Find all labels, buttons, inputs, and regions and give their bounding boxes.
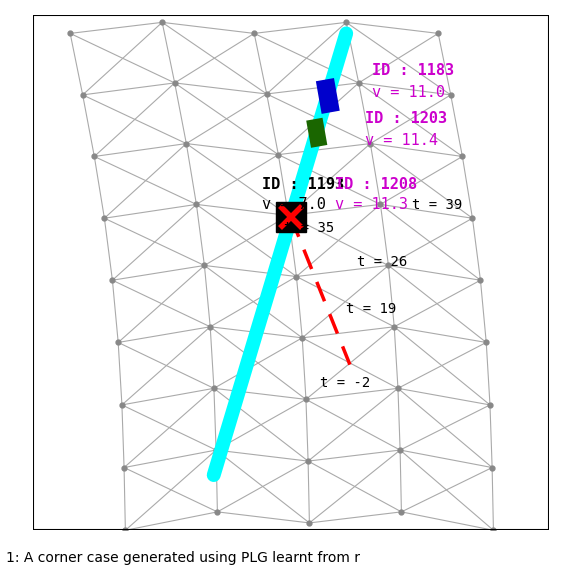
Bar: [306, 118, 327, 148]
Text: t = 19: t = 19: [346, 302, 396, 316]
Text: t = 35: t = 35: [283, 222, 334, 236]
Text: ID : 1208: ID : 1208: [335, 177, 417, 192]
Text: 1: A corner case generated using PLG learnt from r: 1: A corner case generated using PLG lea…: [6, 551, 360, 565]
Text: t = 26: t = 26: [357, 254, 407, 269]
Text: v = 11.3: v = 11.3: [335, 197, 408, 212]
Bar: [33, 15, 549, 531]
Text: ID : 1203: ID : 1203: [364, 111, 447, 126]
Text: ID : 1193: ID : 1193: [261, 177, 344, 192]
Text: v = 11.0: v = 11.0: [372, 85, 445, 100]
Text: ID : 1183: ID : 1183: [372, 62, 454, 78]
Text: v = 7.0: v = 7.0: [261, 197, 325, 212]
Bar: [316, 78, 340, 114]
Text: v = 11.4: v = 11.4: [364, 133, 438, 148]
Text: t = 39: t = 39: [413, 198, 463, 211]
Text: t = -2: t = -2: [321, 376, 371, 390]
